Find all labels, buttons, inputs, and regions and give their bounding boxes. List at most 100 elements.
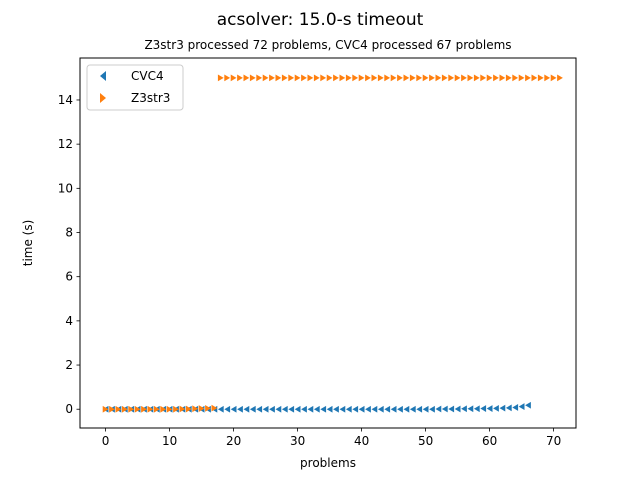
point-z3str3	[109, 405, 115, 413]
point-z3str3	[243, 74, 250, 82]
point-cvc4	[269, 405, 275, 413]
point-z3str3	[249, 74, 256, 82]
point-cvc4	[461, 405, 467, 413]
point-z3str3	[275, 74, 282, 82]
point-z3str3	[448, 74, 455, 82]
point-cvc4	[499, 404, 506, 412]
point-cvc4	[397, 405, 403, 413]
legend-marker-z3str3	[100, 93, 106, 103]
point-cvc4	[230, 405, 237, 413]
y-axis-label: time (s)	[21, 220, 35, 267]
point-cvc4	[435, 405, 442, 413]
point-z3str3	[461, 74, 467, 82]
point-z3str3	[544, 74, 551, 82]
y-axis-ticks: 0 2 4 6 8 10 12 14	[58, 93, 80, 416]
point-z3str3	[339, 74, 346, 82]
point-z3str3	[115, 405, 122, 413]
point-z3str3	[307, 74, 314, 82]
point-z3str3	[403, 74, 410, 82]
x-tick-label: 0	[102, 434, 110, 448]
point-cvc4	[429, 405, 435, 413]
point-cvc4	[505, 404, 512, 412]
point-cvc4	[301, 405, 307, 413]
x-axis-ticks: 0 10 20 30 40 50 60 70	[102, 428, 561, 448]
point-cvc4	[262, 405, 269, 413]
chart-title: acsolver: 15.0-s timeout	[217, 10, 424, 30]
point-z3str3	[179, 405, 186, 413]
point-z3str3	[384, 74, 391, 82]
point-cvc4	[217, 405, 224, 413]
point-cvc4	[467, 405, 474, 413]
point-z3str3	[390, 74, 397, 82]
point-cvc4	[365, 405, 371, 413]
point-z3str3	[256, 74, 263, 82]
x-axis-label: problems	[300, 456, 356, 470]
point-z3str3	[211, 404, 218, 412]
point-z3str3	[480, 74, 487, 82]
point-cvc4	[512, 404, 519, 411]
point-z3str3	[467, 74, 474, 82]
x-tick-label: 20	[226, 434, 241, 448]
point-z3str3	[173, 405, 179, 413]
x-tick-label: 70	[546, 434, 561, 448]
y-tick-label: 6	[65, 270, 73, 284]
point-z3str3	[128, 405, 135, 413]
legend-frame	[86, 64, 184, 111]
point-z3str3	[185, 405, 192, 413]
point-z3str3	[441, 74, 448, 82]
point-z3str3	[262, 74, 269, 82]
point-z3str3	[141, 405, 147, 413]
point-z3str3	[294, 74, 301, 82]
point-cvc4	[454, 405, 461, 413]
point-z3str3	[397, 74, 403, 82]
point-z3str3	[512, 74, 519, 82]
point-z3str3	[493, 74, 499, 82]
point-z3str3	[288, 74, 295, 82]
point-z3str3	[237, 74, 243, 82]
point-z3str3	[320, 74, 327, 82]
point-z3str3	[499, 74, 506, 82]
legend-label-cvc4: CVC4	[131, 69, 164, 83]
point-cvc4	[249, 405, 256, 413]
legend: CVC4 Z3str3	[86, 64, 184, 111]
y-tick-label: 2	[65, 358, 73, 372]
x-tick-label: 10	[162, 434, 177, 448]
point-z3str3	[345, 74, 352, 82]
point-z3str3	[352, 74, 359, 82]
x-tick-label: 40	[354, 434, 369, 448]
point-cvc4	[243, 405, 250, 413]
point-z3str3	[518, 74, 525, 82]
point-z3str3	[160, 405, 167, 413]
point-cvc4	[377, 405, 384, 413]
point-z3str3	[422, 74, 429, 82]
point-z3str3	[525, 74, 531, 82]
point-cvc4	[288, 405, 295, 413]
point-z3str3	[416, 74, 423, 82]
point-z3str3	[281, 74, 288, 82]
point-z3str3	[198, 405, 205, 412]
point-cvc4	[256, 405, 263, 413]
point-cvc4	[339, 405, 346, 413]
point-cvc4	[326, 405, 333, 413]
point-cvc4	[358, 405, 365, 413]
legend-marker-cvc4	[100, 71, 106, 81]
point-cvc4	[313, 405, 320, 413]
point-z3str3	[358, 74, 365, 82]
point-cvc4	[441, 405, 448, 413]
point-cvc4	[480, 405, 487, 412]
x-tick-label: 50	[418, 434, 433, 448]
point-z3str3	[134, 405, 141, 413]
point-z3str3	[435, 74, 442, 82]
point-z3str3	[505, 74, 512, 82]
point-z3str3	[301, 74, 307, 82]
y-tick-label: 8	[65, 226, 73, 240]
point-cvc4	[307, 405, 314, 413]
point-z3str3	[429, 74, 435, 82]
point-cvc4	[237, 405, 243, 413]
point-z3str3	[531, 74, 538, 82]
point-cvc4	[294, 405, 301, 413]
point-z3str3	[313, 74, 320, 82]
point-cvc4	[525, 401, 531, 409]
point-z3str3	[550, 74, 557, 82]
